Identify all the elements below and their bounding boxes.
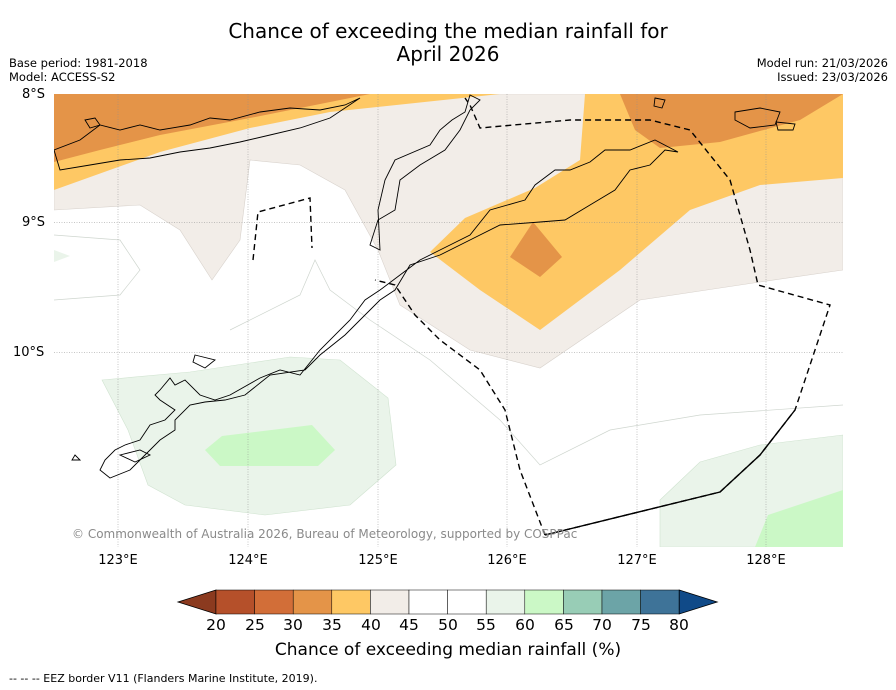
title-line-2: April 2026: [396, 42, 500, 66]
lon-label-124e: 124°E: [228, 553, 268, 568]
lat-label-9s: 9°S: [22, 215, 46, 230]
colorbar-swatch: [563, 589, 603, 615]
model-run: Model run: 21/03/2026: [756, 56, 888, 70]
colorbar-swatch: [485, 589, 526, 615]
lon-label-125e: 125°E: [358, 553, 398, 568]
lon-label-128e: 128°E: [746, 553, 786, 568]
copyright-note: © Commonwealth of Australia 2026, Bureau…: [72, 527, 578, 541]
colorbar-swatch: [370, 589, 410, 615]
colorbar-arrow-low: [176, 589, 217, 615]
eez-solid-segment: [544, 409, 796, 536]
colorbar-tick: 30: [283, 616, 303, 634]
zone-60-65-southwest: [205, 425, 335, 466]
colorbar-swatch: [331, 589, 371, 615]
eez-border-west: [374, 279, 546, 536]
colorbar-swatch: [447, 589, 487, 615]
meta-left: Base period: 1981-2018 Model: ACCESS-S2: [9, 56, 148, 84]
colorbar-tick: 35: [322, 616, 342, 634]
meta-right: Model run: 21/03/2026 Issued: 23/03/2026: [757, 56, 888, 84]
colorbar-swatch: [292, 589, 333, 615]
colorbar-tick: 45: [399, 616, 419, 634]
colorbar-swatch: [215, 589, 255, 615]
colorbar-arrow-high: [678, 589, 719, 615]
colorbar-tick: 20: [206, 616, 226, 634]
eez-legend-note: -- -- -- EEZ border V11 (Flanders Marine…: [9, 672, 318, 685]
zone-60-65-southeast: [755, 490, 843, 547]
lon-label-123e: 123°E: [98, 553, 138, 568]
colorbar-tick: 60: [515, 616, 535, 634]
base-period: Base period: 1981-2018: [9, 56, 148, 70]
zone-30-35-northeast: [620, 94, 843, 148]
colorbar-tick: 55: [476, 616, 496, 634]
colorbar-tick: 80: [669, 616, 689, 634]
colorbar-swatch: [601, 589, 641, 615]
model-name: Model: ACCESS-S2: [9, 70, 116, 84]
colorbar-tick: 50: [438, 616, 458, 634]
lon-label-127e: 127°E: [617, 553, 657, 568]
issued-date: Issued: 23/03/2026: [777, 70, 888, 84]
colorbar-tick: 40: [361, 616, 381, 634]
colorbar-swatch: [640, 589, 680, 615]
colorbar-swatch: [408, 589, 448, 615]
zone-30-35-northwest: [54, 94, 370, 162]
colorbar-tick: 25: [245, 616, 265, 634]
lon-label-126e: 126°E: [487, 553, 527, 568]
lat-label-8s: 8°S: [22, 87, 46, 102]
colorbar-tick: 70: [592, 616, 612, 634]
colorbar-swatch: [254, 589, 294, 615]
colorbar-swatch: [524, 589, 564, 615]
grid-lines: [54, 94, 843, 547]
eez-border-pocket: [252, 197, 313, 261]
map-title: Chance of exceeding the median rainfall …: [0, 20, 896, 66]
coastline: [54, 94, 796, 479]
zone-55-60-west: [54, 250, 70, 262]
colorbar-title: Chance of exceeding median rainfall (%): [274, 640, 622, 660]
lat-label-10s: 10°S: [13, 345, 45, 360]
colorbar-tick: 65: [554, 616, 574, 634]
zone-30-35-center: [510, 222, 562, 277]
title-line-1: Chance of exceeding the median rainfall …: [228, 19, 668, 43]
colorbar-tick: 75: [631, 616, 651, 634]
colorbar: [176, 589, 719, 615]
